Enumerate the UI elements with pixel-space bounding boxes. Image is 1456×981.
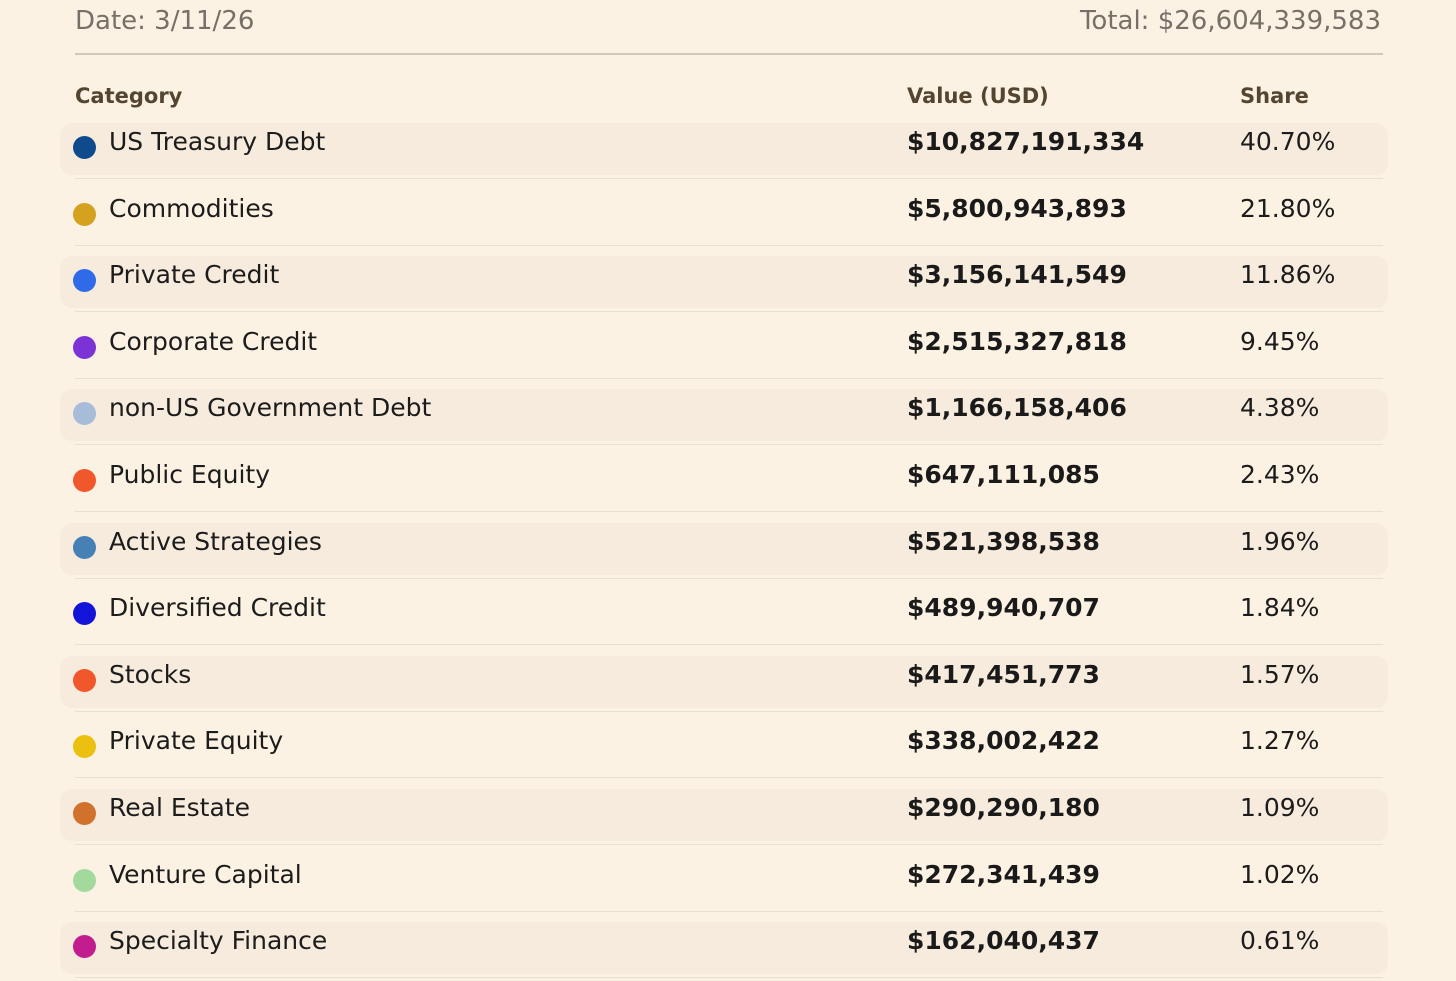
category-label: non-US Government Debt [109, 393, 432, 423]
category-label: Private Credit [109, 260, 280, 290]
row-separator [75, 377, 1383, 379]
category-color-dot [73, 136, 96, 159]
column-header-share: Share [1240, 84, 1309, 108]
row-separator [75, 910, 1383, 912]
category-label: Corporate Credit [109, 326, 318, 356]
share-cell: 21.80% [1240, 193, 1336, 223]
row-background [60, 389, 1388, 442]
share-cell: 1.27% [1240, 726, 1320, 756]
table-row: US Treasury Debt $10,827,191,334 40.70% [0, 123, 1456, 189]
category-color-dot [73, 269, 96, 293]
date-label: Date: 3/11/26 [75, 6, 255, 36]
table-row: Corporate Credit $2,515,327,818 9.45% [0, 323, 1456, 389]
row-background [60, 789, 1388, 841]
row-background [60, 655, 1388, 708]
category-label: Commodities [109, 193, 274, 223]
header-divider [75, 53, 1383, 55]
category-color-dot [73, 868, 96, 892]
row-separator [75, 577, 1383, 579]
row-separator [75, 311, 1383, 313]
share-cell: 1.84% [1240, 593, 1320, 623]
share-cell: 40.70% [1240, 127, 1336, 156]
row-background [60, 256, 1388, 309]
share-cell: 9.45% [1240, 326, 1320, 356]
value-cell: $290,290,180 [907, 793, 1100, 822]
table-row: Venture Capital $272,341,439 1.02% [0, 856, 1456, 922]
table-row: Diversified Credit $489,940,707 1.84% [0, 589, 1456, 655]
value-cell: $5,800,943,893 [907, 193, 1127, 223]
table-row: Active Strategies $521,398,538 1.96% [0, 522, 1456, 589]
category-color-dot [73, 469, 96, 492]
value-cell: $521,398,538 [907, 526, 1100, 556]
share-cell: 1.02% [1240, 859, 1320, 889]
value-cell: $417,451,773 [907, 659, 1100, 689]
share-cell: 0.61% [1240, 926, 1320, 956]
table-row: Specialty Finance $162,040,437 0.61% [0, 922, 1456, 981]
value-cell: $647,111,085 [907, 460, 1100, 489]
table-row: Private Credit $3,156,141,549 11.86% [0, 256, 1456, 322]
share-cell: 1.96% [1240, 526, 1320, 556]
value-cell: $2,515,327,818 [907, 326, 1127, 356]
category-color-dot [73, 602, 96, 626]
value-cell: $272,341,439 [907, 859, 1100, 889]
row-separator [75, 444, 1383, 446]
table-row: Commodities $5,800,943,893 21.80% [0, 190, 1456, 256]
value-cell: $10,827,191,334 [907, 127, 1145, 156]
table-row: Public Equity $647,111,085 2.43% [0, 456, 1456, 522]
category-color-dot [73, 335, 96, 359]
value-cell: $3,156,141,549 [907, 260, 1127, 290]
category-color-dot [73, 802, 96, 825]
value-cell: $162,040,437 [907, 926, 1100, 956]
category-label: Public Equity [109, 460, 270, 489]
share-cell: 11.86% [1240, 260, 1336, 290]
row-background [60, 922, 1388, 975]
column-header-category: Category [75, 84, 183, 108]
table-row: Private Equity $338,002,422 1.27% [0, 722, 1456, 788]
table-row: Stocks $417,451,773 1.57% [0, 655, 1456, 722]
row-separator [75, 977, 1383, 979]
category-label: Diversified Credit [109, 593, 326, 623]
row-separator [75, 844, 1383, 845]
table-row: non-US Government Debt $1,166,158,406 4.38… [0, 389, 1456, 455]
row-separator [75, 644, 1383, 646]
table-row: Real Estate $290,290,180 1.09% [0, 789, 1456, 855]
category-label: Stocks [109, 659, 192, 689]
category-label: US Treasury Debt [109, 127, 326, 156]
category-label: Real Estate [109, 793, 250, 822]
category-label: Private Equity [109, 726, 284, 756]
category-color-dot [73, 402, 96, 426]
share-cell: 1.09% [1240, 793, 1320, 822]
share-cell: 4.38% [1240, 393, 1320, 423]
category-label: Specialty Finance [109, 926, 328, 956]
value-cell: $489,940,707 [907, 593, 1100, 623]
category-label: Active Strategies [109, 526, 322, 556]
category-color-dot [73, 935, 96, 959]
row-separator [75, 244, 1383, 246]
category-color-dot [73, 535, 96, 559]
row-separator [75, 710, 1383, 712]
row-separator [75, 777, 1383, 779]
share-cell: 1.57% [1240, 659, 1320, 689]
column-header-value: Value (USD) [907, 84, 1049, 108]
category-label: Venture Capital [109, 859, 302, 889]
share-cell: 2.43% [1240, 460, 1320, 489]
row-background [60, 123, 1388, 175]
category-color-dot [73, 202, 96, 226]
category-color-dot [73, 735, 96, 759]
value-cell: $338,002,422 [907, 726, 1100, 756]
row-separator [75, 178, 1383, 179]
value-cell: $1,166,158,406 [907, 393, 1127, 423]
row-separator [75, 511, 1383, 512]
category-color-dot [73, 668, 96, 692]
total-label: Total: $26,604,339,583 [1079, 6, 1381, 36]
row-background [60, 522, 1388, 575]
